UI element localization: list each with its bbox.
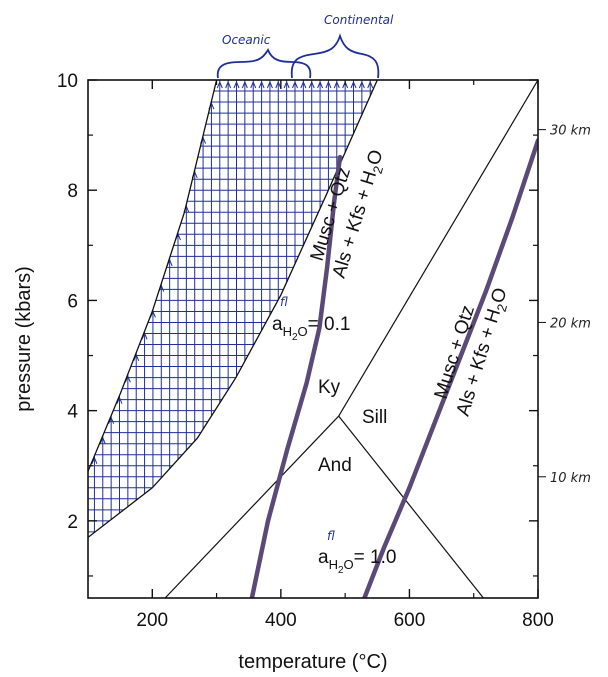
- and-sill-boundary: [338, 415, 484, 598]
- svg-text:fl: fl: [327, 529, 335, 543]
- melting-curve-high-activity: [362, 138, 538, 598]
- hatch-arrow: [124, 374, 131, 383]
- label-ky: Ky: [318, 377, 341, 398]
- hatch-arrow: [333, 80, 340, 89]
- hatch-arrow: [241, 80, 248, 89]
- hatch-arrow: [317, 80, 324, 89]
- hatch-arrow: [91, 456, 98, 465]
- activity-label-0-1: aH2O= 0.1 fl: [272, 295, 350, 343]
- y-tick-label: 6: [67, 291, 78, 312]
- hatch-arrow: [300, 80, 307, 89]
- activity-label-1-0: aH2O= 1.0 fl: [318, 529, 396, 576]
- hatch-arrow: [266, 80, 273, 89]
- y-axis-title: pressure (kbars): [13, 266, 35, 412]
- x-tick-label: 400: [265, 610, 297, 631]
- hatch-arrow: [233, 80, 240, 89]
- ky-and-boundary: [164, 415, 340, 598]
- x-axis-title: temperature (°C): [238, 651, 387, 673]
- continental-label: Continental: [324, 13, 394, 27]
- y-tick-label: 10: [57, 71, 78, 92]
- y-tick-label: 4: [67, 402, 78, 423]
- oceanic-brace: [216, 47, 312, 79]
- y-tick-label: 2: [67, 512, 78, 533]
- reaction-label-low-activity: Musc + Qtz Als + Kfs + H2O: [307, 147, 388, 280]
- reaction-label-high-activity: Musc + Qtz Als + Kfs + H2O: [431, 285, 512, 418]
- plot-frame: [87, 79, 539, 599]
- hatch-arrow: [108, 416, 115, 424]
- continental-brace: [290, 33, 380, 79]
- shaded-subduction-region: [88, 80, 378, 533]
- hatch-arrow: [325, 80, 332, 89]
- hatch-arrow: [99, 436, 106, 444]
- oceanic-label: Oceanic: [222, 33, 271, 47]
- hatch-arrow: [250, 80, 257, 89]
- svg-text:aH2O= 0.1: aH2O= 0.1: [272, 314, 350, 343]
- hatch-arrow: [358, 80, 365, 89]
- svg-text:aH2O= 1.0: aH2O= 1.0: [318, 547, 396, 576]
- depth-label: 20 km: [550, 316, 591, 331]
- ky-sill-boundary: [338, 80, 538, 417]
- hatch-arrow: [258, 80, 265, 89]
- shaded-upper-boundary: [88, 80, 218, 472]
- shaded-lower-boundary: [88, 80, 378, 538]
- hatch-arrow: [292, 80, 298, 89]
- svg-text:fl: fl: [280, 295, 288, 309]
- hatch-arrow: [367, 80, 374, 89]
- x-tick-label: 800: [522, 610, 554, 631]
- y-tick-label: 8: [67, 181, 78, 202]
- hatch-arrow: [275, 80, 282, 89]
- x-tick-label: 600: [394, 610, 426, 631]
- label-sill: Sill: [362, 407, 387, 428]
- hatch-arrow: [225, 80, 232, 89]
- label-and: And: [318, 455, 352, 476]
- hatch-arrow: [216, 80, 223, 89]
- hatch-arrow: [350, 80, 357, 89]
- depth-label: 30 km: [550, 124, 591, 139]
- melting-curve-low-activity: [249, 154, 343, 598]
- hatch-arrow: [308, 80, 315, 89]
- hatch-arrow: [116, 396, 123, 404]
- x-tick-label: 200: [136, 610, 168, 631]
- hatch-arrow: [283, 80, 290, 89]
- depth-label: 10 km: [550, 471, 591, 486]
